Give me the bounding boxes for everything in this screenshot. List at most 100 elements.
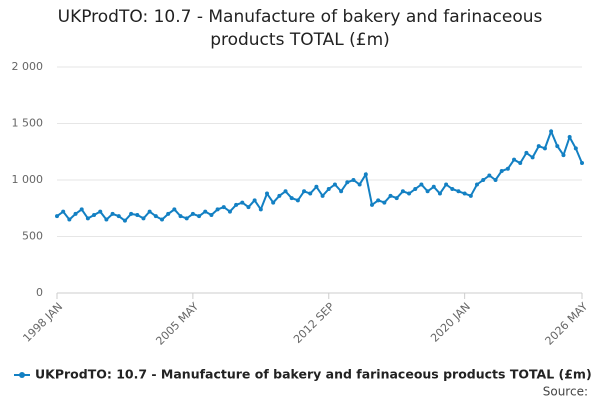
point [110,211,115,216]
x-tick-label: 2012 SEP [291,300,337,346]
point [314,184,319,189]
point [258,207,263,212]
point [518,161,523,166]
point [370,202,374,207]
point [505,166,510,171]
y-tick-label: 1 000 [12,173,44,186]
point [376,198,381,203]
point [573,146,578,151]
point [203,209,208,214]
point [475,182,479,187]
point [308,191,313,196]
series-line [56,128,583,223]
point [357,182,362,187]
point [407,191,412,196]
point [122,218,127,223]
point [437,191,442,196]
point [147,209,152,214]
point [135,213,140,218]
point [104,217,109,222]
point [246,205,251,210]
point [172,207,177,212]
point [234,202,239,207]
point [567,135,572,140]
point [271,200,276,205]
point [85,216,90,221]
point [221,205,226,210]
point [468,193,473,198]
point [555,144,560,149]
point [462,191,467,196]
point [561,153,566,158]
point [444,182,449,187]
point [425,189,430,194]
x-tick-label: 2005 MAY [153,300,201,348]
y-tick-label: 1 500 [12,117,44,130]
point [79,207,84,212]
point [98,209,103,214]
x-tick-label: 2026 MAY [543,300,591,348]
point [549,129,554,134]
point [481,178,486,182]
point [580,161,584,166]
point [190,211,195,216]
chart-title: UKProdTO: 10.7 - Manufacture of bakery a… [57,7,543,50]
point [382,200,387,205]
point [450,187,455,192]
point [116,214,121,219]
point [178,214,183,219]
point [92,213,97,218]
point [363,172,368,177]
point [351,178,356,182]
x-tick-label: 2020 JAN [428,300,473,345]
point [493,178,498,182]
point [265,191,269,196]
point [530,155,535,160]
legend-label: UKProdTO: 10.7 - Manufacture of bakery a… [35,367,592,382]
point [394,196,399,201]
point [215,207,220,212]
point [499,168,504,173]
point [345,180,350,185]
point [456,189,461,194]
point [209,213,214,218]
point [295,198,300,203]
point [388,193,393,198]
point [153,214,158,219]
point [283,189,288,194]
point [67,217,72,222]
point [55,214,59,219]
point [339,189,344,194]
x-tick-label: 1998 JAN [20,300,65,345]
point [252,198,257,203]
point [184,216,189,221]
point [289,196,294,201]
legend-marker [19,372,25,378]
point [332,182,337,187]
point [320,193,325,198]
source: Source: [543,385,588,399]
point [227,209,232,214]
point [512,157,517,162]
y-tick-label: 2 000 [12,60,44,73]
point [302,189,307,194]
point [419,182,424,187]
point [240,200,245,205]
point [166,211,171,216]
point [73,211,78,216]
point [536,144,541,149]
point [277,193,282,198]
point [413,187,418,192]
point [400,189,405,194]
point [487,173,492,178]
point [326,187,331,192]
point [524,150,529,155]
point [431,184,436,189]
y-tick-label: 500 [22,230,43,243]
point [61,209,66,214]
y-tick-label: 0 [36,286,43,299]
point [129,211,134,216]
point [197,214,202,219]
